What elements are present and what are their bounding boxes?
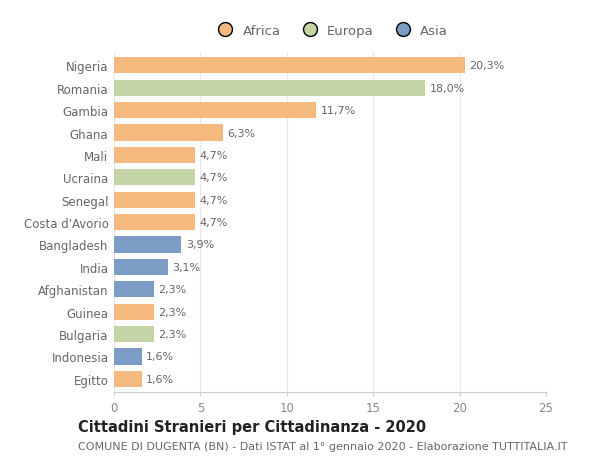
Text: 4,7%: 4,7% [200, 195, 228, 205]
Text: 4,7%: 4,7% [200, 173, 228, 183]
Text: 11,7%: 11,7% [320, 106, 356, 116]
Bar [114, 326, 154, 342]
Bar [114, 103, 316, 119]
Text: 2,3%: 2,3% [158, 330, 187, 339]
Bar [114, 80, 425, 96]
Text: 4,7%: 4,7% [200, 151, 228, 161]
Bar [114, 237, 181, 253]
Text: 1,6%: 1,6% [146, 352, 174, 362]
Bar [114, 170, 195, 186]
Text: 4,7%: 4,7% [200, 218, 228, 228]
Bar [114, 371, 142, 387]
Text: Cittadini Stranieri per Cittadinanza - 2020: Cittadini Stranieri per Cittadinanza - 2… [78, 419, 426, 434]
Bar [114, 125, 223, 141]
Bar [114, 214, 195, 231]
Bar [114, 147, 195, 163]
Text: 18,0%: 18,0% [430, 84, 464, 94]
Text: 20,3%: 20,3% [469, 61, 505, 71]
Bar [114, 304, 154, 320]
Text: 2,3%: 2,3% [158, 285, 187, 295]
Text: 2,3%: 2,3% [158, 307, 187, 317]
Text: 1,6%: 1,6% [146, 374, 174, 384]
Bar [114, 58, 465, 74]
Text: 3,9%: 3,9% [186, 240, 214, 250]
Bar [114, 259, 167, 275]
Bar [114, 349, 142, 365]
Text: 3,1%: 3,1% [172, 262, 200, 272]
Legend: Africa, Europa, Asia: Africa, Europa, Asia [209, 22, 451, 40]
Text: 6,3%: 6,3% [227, 128, 256, 138]
Bar [114, 282, 154, 298]
Bar [114, 192, 195, 208]
Text: COMUNE DI DUGENTA (BN) - Dati ISTAT al 1° gennaio 2020 - Elaborazione TUTTITALIA: COMUNE DI DUGENTA (BN) - Dati ISTAT al 1… [78, 441, 568, 451]
